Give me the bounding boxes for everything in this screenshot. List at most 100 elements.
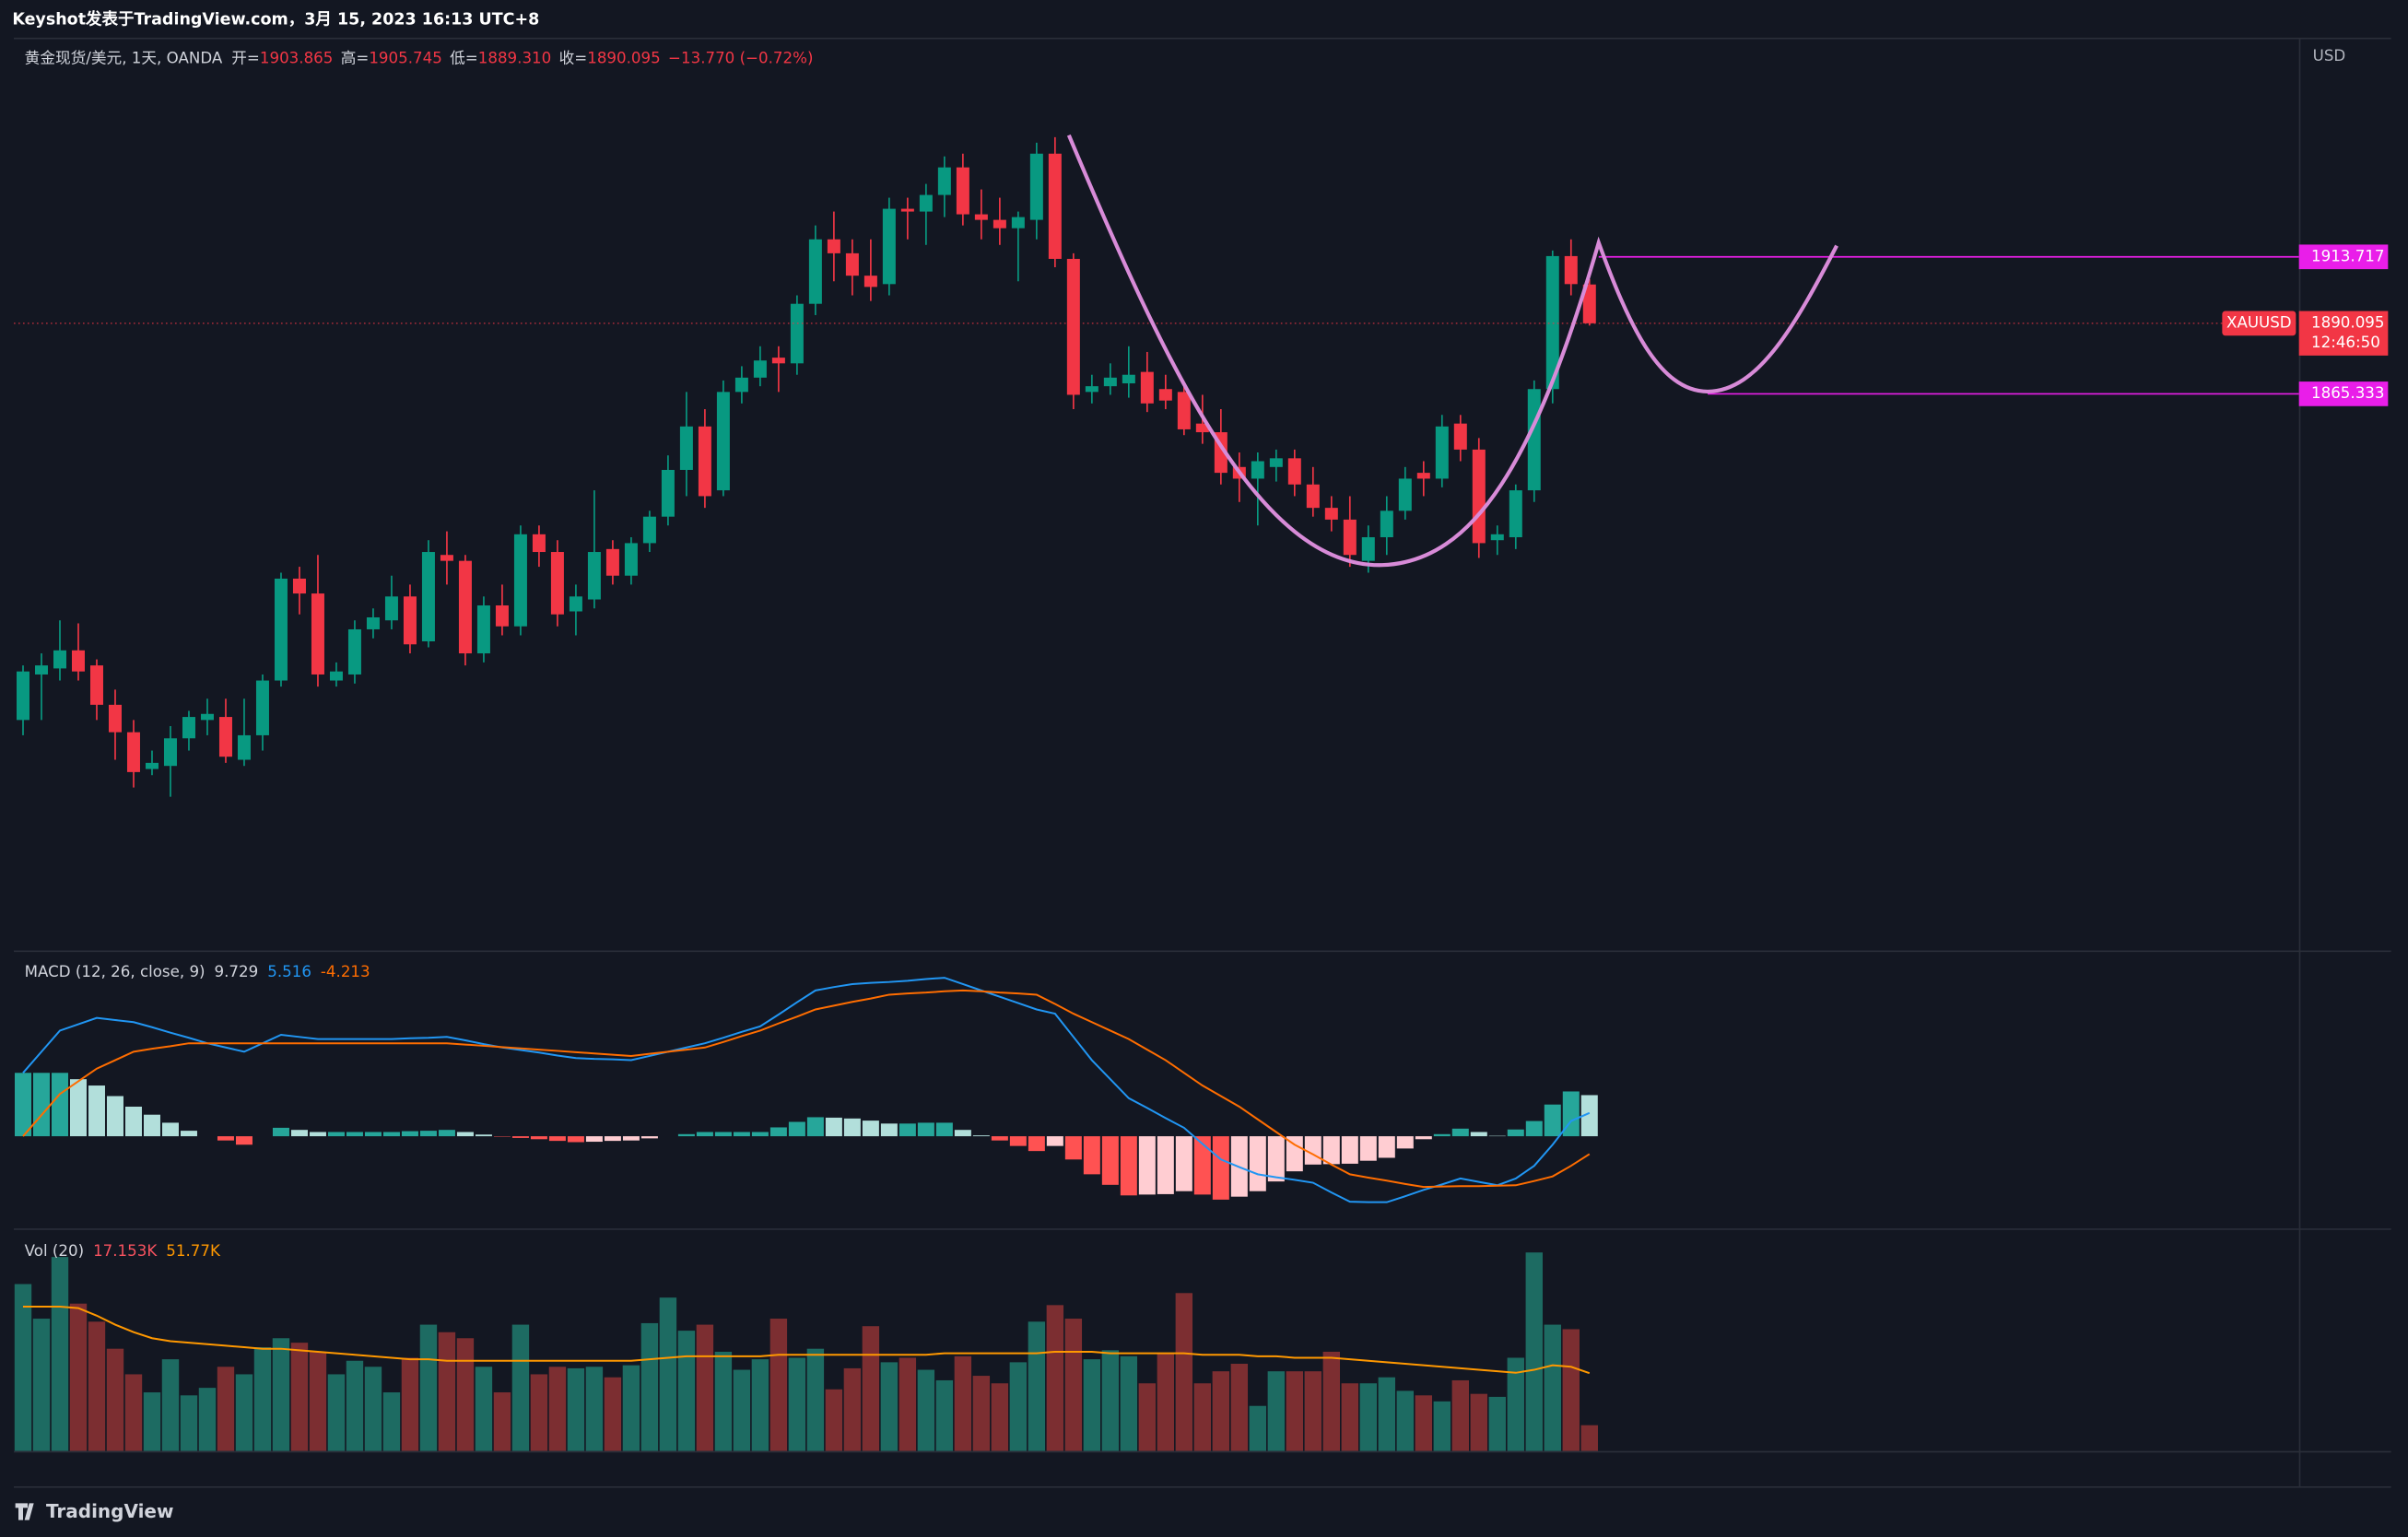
candle-body: [1343, 519, 1357, 556]
macd-hist-bar: [1212, 1136, 1229, 1200]
volume-bar: [346, 1360, 364, 1451]
volume-bar: [493, 1392, 511, 1451]
level-tag-bg: [2298, 244, 2389, 270]
ohlc-value: 1905.745: [369, 49, 441, 66]
candle-body: [550, 552, 564, 615]
candle-body: [1011, 217, 1025, 229]
caption: Keyshot发表于TradingView.com，3月 15, 2023 16…: [12, 10, 539, 29]
volume-title: Vol (20): [25, 1242, 84, 1260]
candle-body: [587, 552, 601, 600]
volume-bar: [899, 1357, 917, 1451]
macd-hist-bar: [438, 1130, 455, 1137]
candle-body: [329, 671, 343, 681]
volume-bar: [161, 1359, 180, 1451]
macd-hist-bar: [917, 1122, 934, 1137]
candle-body: [311, 593, 324, 675]
macd-hist-bar: [88, 1085, 105, 1137]
volume-bar: [530, 1374, 548, 1451]
volume-bar: [1046, 1305, 1064, 1451]
price-legend: 黄金现货/美元, 1天, OANDA 开=1903.865 高=1905.745 低=…: [25, 49, 814, 66]
macd-hist-bar: [1396, 1136, 1414, 1149]
volume-bar: [382, 1392, 401, 1451]
volume-bar: [1470, 1393, 1487, 1451]
volume-bar: [180, 1395, 198, 1451]
volume-bar: [585, 1367, 604, 1451]
hist-value: 9.729: [215, 962, 259, 980]
candle-body: [108, 704, 122, 733]
candle-body: [495, 605, 509, 627]
macd-hist-bar: [364, 1132, 382, 1137]
symbol-title: 黄金现货/美元, 1天, OANDA: [25, 49, 223, 66]
macd-hist-bar: [1415, 1136, 1432, 1140]
candle-body: [661, 469, 675, 517]
macd-hist-bar: [640, 1136, 658, 1139]
macd-hist-bar: [622, 1136, 640, 1141]
macd-hist-bar: [124, 1106, 142, 1137]
macd-hist-bar: [1322, 1136, 1340, 1165]
volume-bar: [438, 1332, 456, 1451]
macd-hist-bar: [1120, 1136, 1137, 1196]
macd-hist-bar: [880, 1123, 898, 1137]
candle-body: [1490, 534, 1504, 541]
candle-body: [1545, 255, 1559, 390]
candle-body: [126, 732, 140, 772]
level-tag: 1913.717: [2311, 247, 2384, 264]
candle-body: [1158, 389, 1172, 401]
volume-bar: [1009, 1362, 1028, 1451]
volume-bar: [143, 1392, 161, 1451]
candle-body: [145, 762, 159, 769]
macd-hist-bar: [1157, 1136, 1174, 1194]
candle-body: [1361, 537, 1375, 561]
volume-bar: [14, 1284, 32, 1451]
candle-body: [1103, 377, 1117, 387]
volume-bar: [696, 1324, 714, 1451]
candle-body: [771, 358, 785, 364]
candle-body: [532, 534, 546, 553]
volume-bar: [1322, 1351, 1341, 1451]
volume-bar: [806, 1348, 825, 1451]
candle-body: [89, 665, 103, 705]
macd-hist-bar: [217, 1136, 234, 1141]
volume-bar: [51, 1257, 69, 1451]
cup-handle-drawing: [1066, 134, 1838, 568]
macd-hist-bar: [769, 1127, 787, 1137]
candle-body: [458, 560, 472, 654]
volume-bar: [677, 1331, 696, 1451]
brand: TradingView: [46, 1500, 173, 1522]
macd-hist-bar: [696, 1132, 713, 1137]
macd-hist-bar: [1138, 1136, 1156, 1195]
macd-hist-bar: [32, 1073, 50, 1137]
macd-hist-bar: [1083, 1136, 1100, 1175]
volume-bar: [640, 1322, 659, 1451]
volume-bar: [1064, 1319, 1083, 1451]
candle-body: [1416, 473, 1430, 479]
candle-body: [366, 616, 380, 629]
candle-body: [716, 392, 730, 491]
macd-hist-bar: [991, 1136, 1008, 1141]
macd-hist-bar: [972, 1135, 990, 1137]
candle-body: [1085, 386, 1098, 393]
macd-hist-bar: [1470, 1132, 1487, 1137]
macd-hist-bar: [382, 1132, 400, 1137]
volume-bar: [733, 1369, 751, 1451]
candle-body: [919, 194, 933, 212]
candle-body: [1435, 426, 1449, 479]
volume-bar: [1249, 1405, 1267, 1451]
macd-hist-bar: [475, 1134, 492, 1137]
macd-hist-bar: [1175, 1136, 1192, 1191]
macd-hist-bar: [585, 1136, 603, 1143]
candle-body: [347, 628, 361, 675]
volume-bar: [917, 1369, 935, 1451]
macd-hist-bar: [290, 1130, 308, 1137]
volume-bar: [862, 1326, 880, 1451]
candle-body: [790, 303, 804, 364]
volume-bar: [419, 1324, 438, 1451]
volume-bar: [1396, 1390, 1415, 1451]
macd-hist-bar: [51, 1073, 68, 1137]
candle-body: [882, 208, 896, 285]
macd-hist-bar: [1064, 1136, 1082, 1160]
candle-body: [255, 680, 269, 735]
